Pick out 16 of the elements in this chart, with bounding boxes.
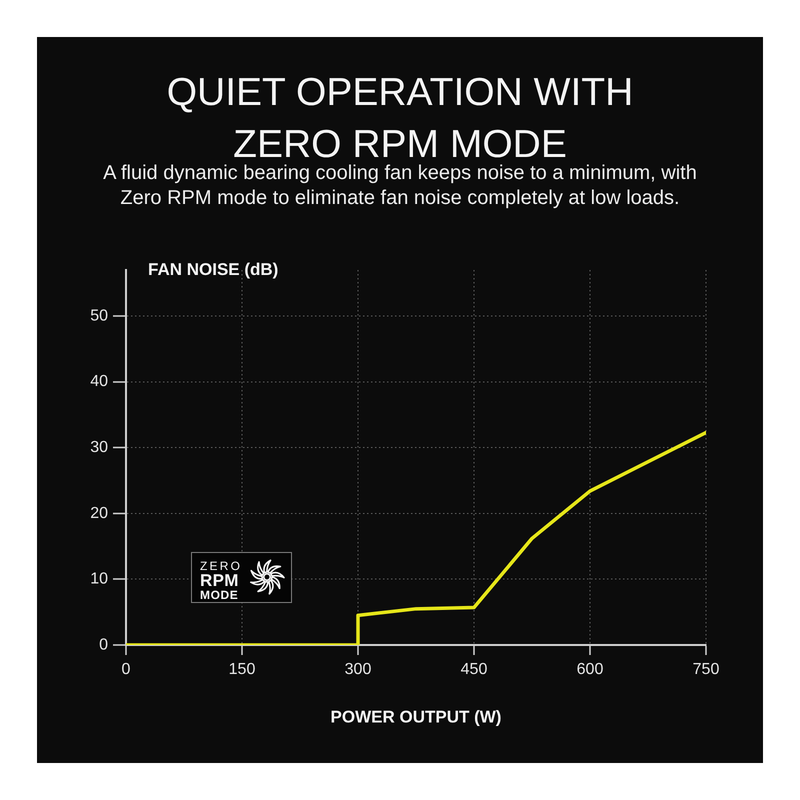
y-axis-title: FAN NOISE (dB): [148, 260, 278, 280]
x-tick-label: 750: [692, 661, 720, 678]
x-tick-label: 0: [122, 661, 131, 678]
x-tick-label: 600: [576, 661, 604, 678]
y-tick-label: 20: [90, 504, 108, 522]
x-tick-label: 150: [228, 661, 256, 678]
y-tick-label: 0: [99, 636, 108, 654]
y-tick-label: 30: [90, 439, 108, 456]
x-tick-label: 450: [460, 661, 488, 678]
x-tick-label: 300: [344, 661, 372, 678]
x-axis-title: POWER OUTPUT (W): [330, 707, 502, 726]
annotation: ZERO RPM MODE: [200, 559, 242, 602]
y-tick-label: 40: [90, 373, 108, 390]
y-tick-label: 10: [90, 570, 108, 588]
y-tick-label: 50: [90, 307, 108, 324]
badge-frame: ZERO RPM MODE: [191, 552, 292, 603]
